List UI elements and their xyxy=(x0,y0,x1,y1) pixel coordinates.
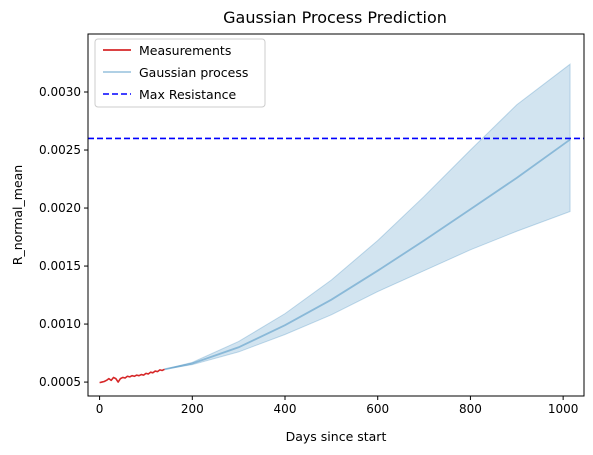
x-tick-label: 800 xyxy=(459,402,482,416)
chart-title: Gaussian Process Prediction xyxy=(223,8,447,27)
gaussian-process-line xyxy=(164,138,571,371)
y-tick-label: 0.0010 xyxy=(39,317,81,331)
plot-frame xyxy=(87,33,585,397)
x-axis-ticks: 0 200 400 600 800 1000 xyxy=(96,396,579,416)
y-tick-label: 0.0030 xyxy=(39,85,81,99)
x-tick-label: 200 xyxy=(181,402,204,416)
legend-label-max-resistance: Max Resistance xyxy=(139,87,236,102)
x-tick-label: 0 xyxy=(96,402,104,416)
y-axis-ticks: 0.0005 0.0010 0.0015 0.0020 0.0025 0.0030 xyxy=(39,85,88,389)
x-tick-label: 600 xyxy=(366,402,389,416)
legend-label-gaussian-process: Gaussian process xyxy=(139,65,248,80)
legend: Measurements Gaussian process Max Resist… xyxy=(94,38,266,108)
y-tick-label: 0.0005 xyxy=(39,375,81,389)
y-tick-label: 0.0025 xyxy=(39,143,81,157)
y-tick-label: 0.0020 xyxy=(39,201,81,215)
series-lines-group xyxy=(88,137,584,384)
legend-box xyxy=(94,38,266,108)
y-tick-label: 0.0015 xyxy=(39,259,81,273)
measurements-line xyxy=(99,368,165,384)
y-axis-label: R_normal_mean xyxy=(10,165,25,265)
x-axis-label: Days since start xyxy=(286,429,387,444)
plot-area xyxy=(88,63,584,384)
legend-label-measurements: Measurements xyxy=(139,43,231,58)
confidence-band-group xyxy=(164,63,571,370)
gaussian-process-confidence-band xyxy=(164,63,571,370)
x-tick-label: 400 xyxy=(274,402,297,416)
x-tick-label: 1000 xyxy=(548,402,579,416)
